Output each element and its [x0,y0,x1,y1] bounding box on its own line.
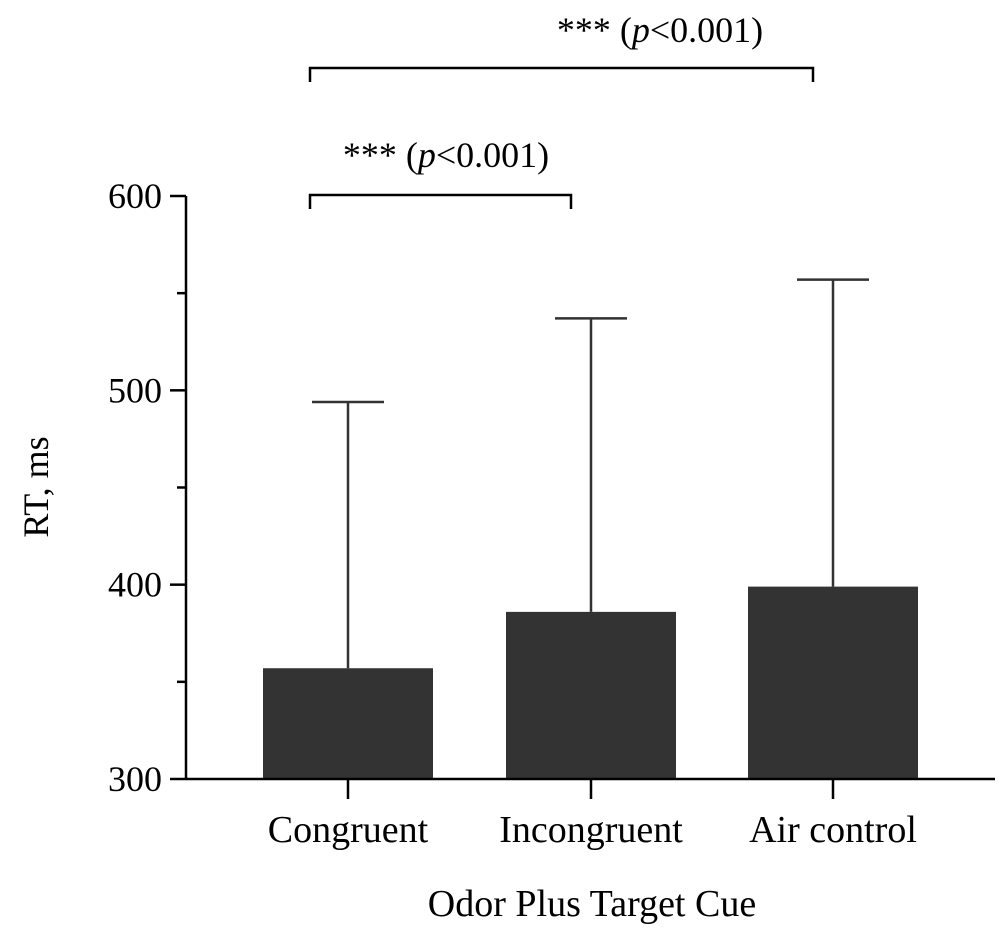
x-axis-title: Odor Plus Target Cue [428,883,756,925]
y-axis-title: RT, ms [16,436,56,537]
y-tick-label-400: 400 [108,565,162,605]
x-tick-label-incongruent: Incongruent [499,809,683,851]
error-bars-layer [312,278,869,669]
y-tick-label-500: 500 [108,370,162,410]
y-tick-label-600: 600 [108,176,162,216]
significance-bracket-1 [308,193,573,209]
significance-label-1: *** (p<0.001) [343,135,549,175]
x-tick-label-air-control: Air control [749,809,917,851]
bar-congruent [263,668,433,779]
x-ticks-layer: Congruent Incongruent Air control [268,779,917,851]
y-tick-label-300: 300 [108,759,162,799]
bar-air-control [748,586,918,779]
x-tick-label-congruent: Congruent [268,809,429,851]
bars-layer [263,586,918,779]
bar-incongruent [506,611,676,779]
significance-label-2: *** (p<0.001) [557,10,763,50]
significance-brackets-layer: *** (p<0.001) *** (p<0.001) [308,10,815,209]
y-ticks-layer: 300 400 500 600 [108,176,186,799]
significance-bracket-2 [308,66,815,82]
